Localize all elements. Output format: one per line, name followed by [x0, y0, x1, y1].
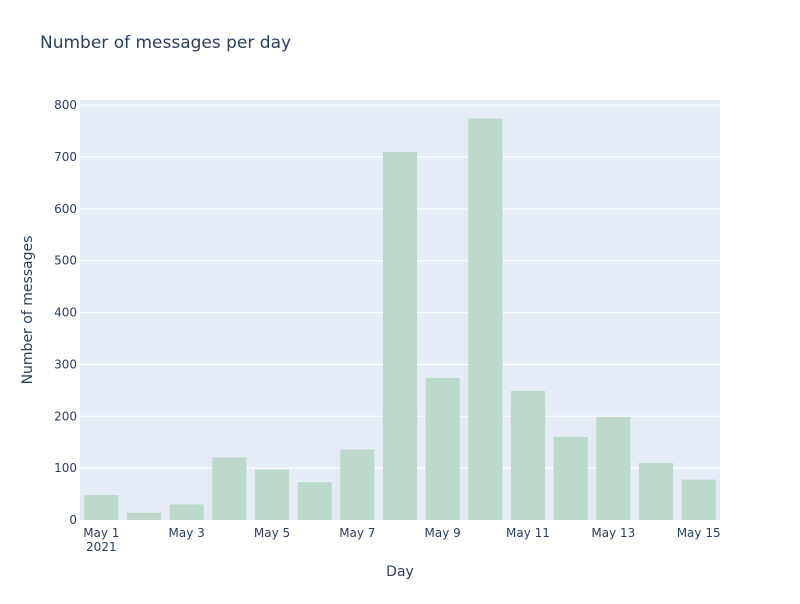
- y-axis-label: Number of messages: [20, 236, 36, 385]
- bar[interactable]: [468, 118, 503, 521]
- bar[interactable]: [596, 416, 631, 520]
- x-tick-label: May 9: [425, 526, 461, 540]
- y-tick-label: 200: [54, 409, 77, 423]
- bar[interactable]: [126, 512, 162, 520]
- x-tick-label: May 15: [677, 526, 721, 540]
- y-tick-label: 0: [69, 513, 77, 527]
- x-tick-label: May 5: [254, 526, 290, 540]
- bar[interactable]: [510, 390, 546, 520]
- bar[interactable]: [425, 377, 460, 520]
- y-tick-label: 600: [54, 202, 77, 216]
- x-tick-label: May 1: [83, 526, 119, 540]
- bar[interactable]: [297, 482, 332, 520]
- bar[interactable]: [84, 495, 119, 520]
- y-axis-ticks: 0 100 200 300 400 500 600 700 800: [54, 98, 77, 527]
- bar[interactable]: [254, 469, 290, 520]
- y-tick-label: 500: [54, 254, 77, 268]
- bar[interactable]: [681, 479, 716, 520]
- x-tick-label: May 7: [339, 526, 375, 540]
- bar[interactable]: [553, 437, 588, 520]
- y-tick-label: 300: [54, 357, 77, 371]
- bar[interactable]: [382, 151, 418, 520]
- bar[interactable]: [340, 449, 375, 520]
- y-tick-label: 700: [54, 150, 77, 164]
- bar[interactable]: [638, 462, 674, 520]
- y-tick-label: 800: [54, 98, 77, 112]
- y-tick-label: 400: [54, 306, 77, 320]
- x-axis-label: Day: [386, 564, 414, 580]
- bars: [84, 118, 716, 521]
- bar[interactable]: [169, 504, 204, 520]
- y-tick-label: 100: [54, 461, 77, 475]
- chart-title: Number of messages per day: [40, 33, 292, 53]
- x-tick-label: May 11: [506, 526, 550, 540]
- x-tick-label: May 13: [591, 526, 635, 540]
- x-tick-sublabel: 2021: [86, 540, 117, 554]
- bar[interactable]: [212, 457, 247, 520]
- x-tick-label: May 3: [169, 526, 205, 540]
